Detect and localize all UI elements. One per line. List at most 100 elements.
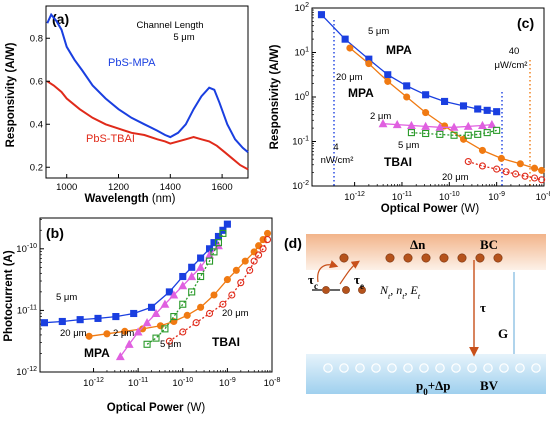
data-point (130, 309, 138, 318)
electron-dot (493, 253, 503, 263)
data-point (219, 229, 227, 237)
conduction-band (306, 234, 546, 270)
series-3 (143, 229, 227, 348)
data-point (192, 319, 200, 327)
label-b-tbai: TBAI (212, 335, 240, 349)
data-point (493, 165, 501, 173)
log-ytick-label: 10-11 (17, 304, 37, 316)
data-point (228, 291, 236, 299)
bc-electrons (339, 253, 503, 263)
data-point (474, 105, 482, 113)
label-c-nwcm2: nW/cm² (321, 155, 354, 166)
series-line-mpa (46, 12, 249, 153)
data-point (210, 239, 218, 247)
tau-label: τ (480, 300, 486, 315)
data-point (142, 318, 152, 327)
label-b-2um: 2 μm (113, 328, 134, 339)
data-point (502, 168, 510, 176)
data-point (133, 327, 143, 336)
label-b-20um-tbai: 20 μm (222, 308, 249, 319)
data-point (392, 119, 402, 129)
log-xtick-label: 10-8 (536, 191, 550, 203)
series-4 (464, 157, 546, 184)
data-point (161, 325, 169, 333)
series-line-tbai (46, 80, 249, 171)
data-point (179, 328, 187, 336)
log-xtick-label: 10-10 (439, 191, 460, 203)
log-xtick-label: 10-9 (488, 191, 505, 203)
hole-dot (483, 363, 493, 373)
log-xtick-label: 10-11 (128, 377, 148, 389)
data-point (241, 257, 249, 265)
data-point (407, 129, 415, 137)
data-point (530, 174, 539, 182)
data-point (183, 311, 191, 319)
data-point (459, 102, 468, 110)
panel-c: (c) 10-12 10-11 10-10 10-9 10-8 10-2 10-1 100 1… (269, 2, 550, 215)
data-point (103, 330, 111, 338)
label-b-5um-tbai: 5 μm (160, 339, 181, 350)
data-point (179, 300, 187, 308)
legend-title-line2: 5 μm (173, 32, 194, 43)
data-point (179, 272, 187, 281)
log-xtick-label: 10-8 (264, 377, 281, 389)
series-line (411, 129, 497, 136)
panel-b-label: (b) (46, 225, 64, 241)
panel-c-ylabel: Responsivity (A/W) (269, 44, 281, 149)
data-point (40, 319, 49, 327)
data-point (139, 325, 147, 333)
series-3 (407, 126, 501, 139)
data-point (487, 119, 497, 129)
tau-e-arrow (339, 260, 360, 285)
data-point (187, 271, 197, 281)
label-b-5um-mpa: 5 μm (56, 292, 77, 303)
hole-dot (499, 363, 509, 373)
hole-dot (515, 363, 525, 373)
panel-a-ytick-label: 0.2 (30, 162, 43, 173)
series-2 (378, 119, 497, 131)
data-point (341, 35, 349, 43)
data-point (250, 257, 258, 265)
data-point (205, 309, 214, 318)
label-c-mpa-2: MPA (348, 86, 374, 100)
hole-dot (355, 363, 365, 373)
data-point (237, 279, 245, 287)
hole-dot (531, 363, 541, 373)
label-b-mpa: MPA (84, 346, 110, 360)
data-point (85, 332, 93, 340)
data-point (94, 314, 102, 322)
data-point (152, 334, 160, 342)
data-point (474, 130, 482, 138)
data-point (58, 317, 66, 326)
bv-label: BV (480, 378, 499, 393)
electron-dot (457, 253, 467, 263)
label-b-20um-mpa: 20 μm (60, 328, 87, 339)
data-point (147, 303, 156, 311)
data-point (210, 291, 218, 299)
data-point (232, 266, 240, 274)
data-point (403, 82, 411, 90)
data-point (449, 122, 459, 131)
data-point (178, 281, 188, 290)
panel-a-ytick-label: 0.6 (30, 76, 43, 87)
electron-dot (403, 253, 413, 263)
series-4 (165, 236, 272, 345)
data-point (115, 351, 125, 361)
panel-a-xlabel: Wavelength (nm) (85, 193, 176, 205)
series-line (89, 233, 269, 337)
data-point (422, 91, 430, 99)
data-point (421, 121, 431, 130)
log-ytick-label: 10-10 (16, 243, 37, 255)
data-point (76, 316, 84, 324)
panel-a-ylabel: Responsivity (A/W) (5, 42, 17, 147)
data-point (197, 303, 205, 311)
data-point (317, 11, 326, 19)
panel-a-xtick-label: 1200 (108, 182, 129, 193)
series-label-mpa: PbS-MPA (108, 57, 156, 69)
label-c-2um: 2 μm (370, 111, 391, 122)
data-point (403, 93, 411, 101)
data-point (441, 97, 449, 105)
data-point (464, 131, 472, 139)
log-xtick-label: 10-12 (344, 191, 365, 203)
panel-a-xtick-label: 1000 (56, 182, 77, 193)
